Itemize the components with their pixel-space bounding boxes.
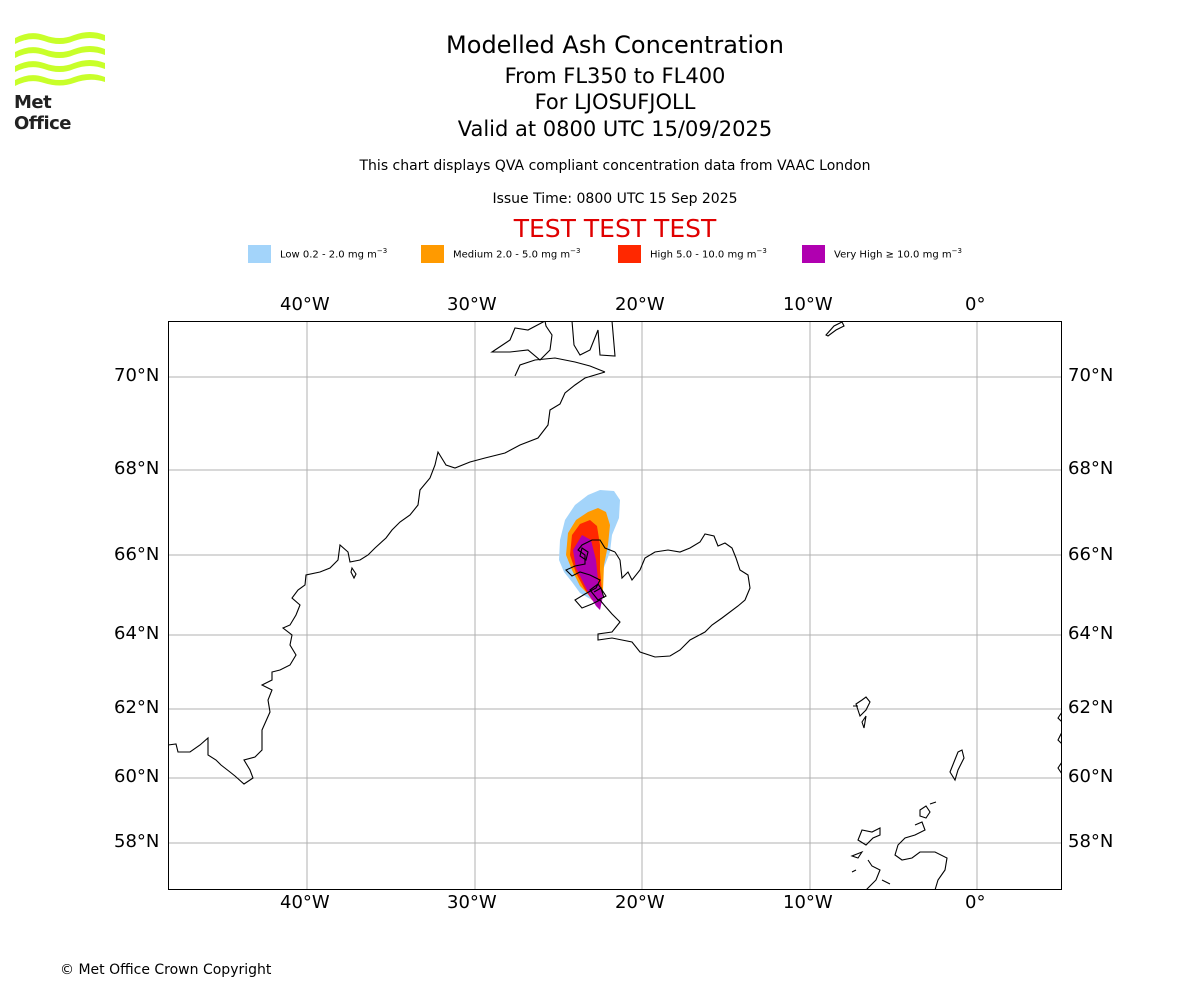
met-office-logo: Met Office — [14, 30, 109, 134]
lat-label-left-62n: 62°N — [114, 697, 160, 718]
met-office-waves-icon — [15, 32, 105, 86]
qva-subtitle: This chart displays QVA compliant concen… — [359, 158, 871, 174]
greenland-inlet — [350, 357, 606, 580]
lon-label-bottom-30w: 30°W — [447, 892, 497, 913]
lat-label-left-64n: 64°N — [114, 623, 160, 644]
lon-label-bottom-40w: 40°W — [280, 892, 330, 913]
jan-mayen — [825, 321, 845, 337]
legend-swatch-very-high — [802, 245, 825, 263]
legend-exponent: −3 — [951, 247, 962, 256]
legend-swatch-medium — [421, 245, 444, 263]
volcano-name: For LJOSUFJOLL — [534, 90, 696, 114]
lon-label-top-20w: 20°W — [615, 294, 665, 315]
lon-label-bottom-10w: 10°W — [783, 892, 833, 913]
legend-label-high: High 5.0 - 10.0 mg m — [650, 249, 757, 261]
chart-title: Modelled Ash Concentration — [446, 31, 784, 59]
lat-label-right-58n: 58°N — [1068, 831, 1114, 852]
legend-label-very-high: Very High ≥ 10.0 mg m — [834, 249, 952, 261]
faroe-islands — [853, 696, 871, 729]
lat-label-right-70n: 70°N — [1068, 365, 1114, 386]
lon-label-top-30w: 30°W — [447, 294, 497, 315]
logo-wordmark: Met Office — [14, 92, 72, 134]
lat-label-left-68n: 68°N — [114, 458, 160, 479]
lat-label-right-60n: 60°N — [1068, 766, 1114, 787]
ash-map — [168, 321, 1062, 890]
scotland-coastline — [850, 801, 948, 890]
norway-coastline — [1057, 711, 1062, 775]
iceland-coastline — [565, 533, 751, 658]
volcano-marker — [579, 547, 607, 601]
issue-time: Issue Time: 0800 UTC 15 Sep 2025 — [492, 191, 738, 207]
lon-label-bottom-0: 0° — [965, 892, 986, 913]
legend-exponent: −3 — [756, 247, 767, 256]
map-frame — [168, 321, 1062, 890]
lat-label-right-62n: 62°N — [1068, 697, 1114, 718]
lat-label-left-60n: 60°N — [114, 766, 160, 787]
legend-swatch-low — [248, 245, 271, 263]
greenland-coastline — [168, 321, 616, 785]
legend-label-low: Low 0.2 - 2.0 mg m — [280, 249, 377, 261]
test-banner: TEST TEST TEST — [513, 214, 717, 243]
lon-label-top-40w: 40°W — [280, 294, 330, 315]
lat-label-left-58n: 58°N — [114, 831, 160, 852]
gridlines — [168, 321, 1062, 890]
lat-label-right-64n: 64°N — [1068, 623, 1114, 644]
legend-exponent: −3 — [376, 247, 388, 256]
lat-label-right-68n: 68°N — [1068, 458, 1114, 479]
legend-item-high: High 5.0 - 10.0 mg m−3 — [618, 244, 767, 264]
lon-label-bottom-20w: 20°W — [615, 892, 665, 913]
legend-swatch-high — [618, 245, 641, 263]
lat-label-right-66n: 66°N — [1068, 544, 1114, 565]
lat-label-left-66n: 66°N — [114, 544, 160, 565]
legend-item-medium: Medium 2.0 - 5.0 mg m−3 — [421, 244, 580, 264]
legend-item-low: Low 0.2 - 2.0 mg m−3 — [248, 244, 387, 264]
valid-time: Valid at 0800 UTC 15/09/2025 — [457, 117, 773, 141]
flight-level-range: From FL350 to FL400 — [504, 64, 726, 88]
lat-label-left-70n: 70°N — [114, 365, 160, 386]
shetland-islands — [949, 749, 965, 782]
lon-label-top-10w: 10°W — [783, 294, 833, 315]
copyright-notice: © Met Office Crown Copyright — [60, 962, 272, 978]
legend-label-medium: Medium 2.0 - 5.0 mg m — [453, 249, 571, 261]
legend-item-very-high: Very High ≥ 10.0 mg m−3 — [802, 244, 962, 264]
legend-exponent: −3 — [570, 247, 581, 256]
lon-label-top-0: 0° — [965, 294, 986, 315]
